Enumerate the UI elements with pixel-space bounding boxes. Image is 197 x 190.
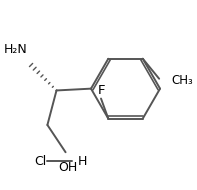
Text: F: F — [97, 84, 105, 97]
Text: Cl: Cl — [35, 155, 47, 168]
Text: H₂N: H₂N — [4, 43, 27, 56]
Text: CH₃: CH₃ — [172, 74, 194, 87]
Text: OH: OH — [58, 161, 77, 174]
Text: H: H — [77, 155, 87, 168]
